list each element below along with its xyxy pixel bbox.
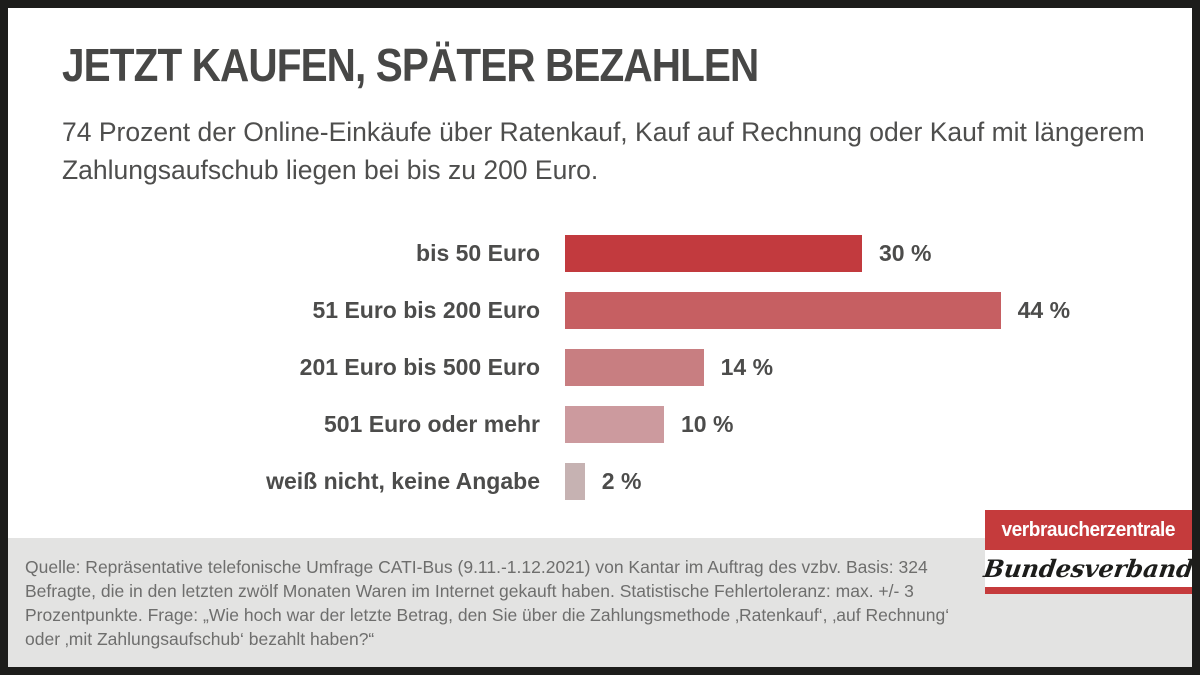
chart-row: 201 Euro bis 500 Euro 14 % (62, 349, 1172, 386)
bar-fill (565, 463, 585, 500)
bar-track: 2 % (565, 463, 641, 500)
value-label: 10 % (681, 411, 734, 437)
bar-chart: bis 50 Euro 30 % 51 Euro bis 200 Euro 44… (62, 235, 1172, 520)
logo-wordmark: verbraucherzentrale (1001, 518, 1176, 541)
category-label: bis 50 Euro (416, 240, 540, 266)
value-label: 2 % (601, 468, 642, 494)
category-label: 201 Euro bis 500 Euro (299, 354, 540, 380)
page-title: JETZT KAUFEN, SPÄTER BEZAHLEN (62, 39, 759, 91)
bar-track: 14 % (565, 349, 773, 386)
chart-row: 501 Euro oder mehr 10 % (62, 406, 1172, 443)
source-text: Quelle: Repräsentative telefonische Umfr… (25, 557, 950, 650)
category-label: weiß nicht, keine Angabe (266, 468, 540, 494)
bar-track: 44 % (565, 292, 1070, 329)
bar-track: 10 % (565, 406, 733, 443)
bar-track: 30 % (565, 235, 931, 272)
chart-row: 51 Euro bis 200 Euro 44 % (62, 292, 1172, 329)
bar-fill (565, 292, 1001, 329)
value-label: 30 % (879, 240, 932, 266)
chart-row: weiß nicht, keine Angabe 2 % (62, 463, 1172, 500)
bar-fill (565, 349, 704, 386)
logo-accent-bar (985, 587, 1192, 594)
subtitle: 74 Prozent der Online-Einkäufe über Rate… (62, 117, 1145, 185)
logo-script: Bundesverband (981, 554, 1196, 583)
logo-script-band: Bundesverband (981, 550, 1196, 587)
bar-fill (565, 406, 664, 443)
category-label: 51 Euro bis 200 Euro (312, 297, 540, 323)
chart-row: bis 50 Euro 30 % (62, 235, 1172, 272)
vzbv-logo: verbraucherzentrale Bundesverband (981, 510, 1196, 594)
value-label: 14 % (720, 354, 774, 380)
category-label: 501 Euro oder mehr (323, 411, 540, 437)
bar-fill (565, 235, 862, 272)
logo-wordmark-band: verbraucherzentrale (985, 510, 1192, 550)
value-label: 44 % (1017, 297, 1071, 323)
